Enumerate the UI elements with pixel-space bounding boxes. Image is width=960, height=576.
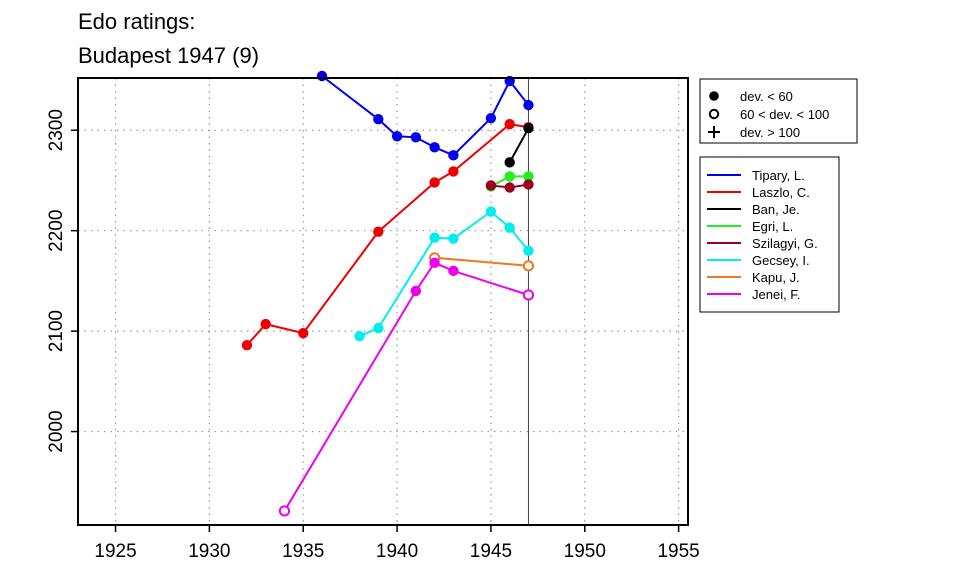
point-tipary-l-1943	[448, 150, 459, 161]
legend-label-laszlo-c: Laszlo, C.	[752, 185, 810, 200]
point-tipary-l-1936	[316, 70, 328, 82]
series-szilagyi-g	[485, 179, 534, 193]
legend-label-egri-l: Egri, L.	[752, 219, 793, 234]
plot-frame	[77, 77, 689, 526]
deviation-legend-box	[699, 78, 858, 144]
point-ban-je-1946	[504, 157, 515, 168]
series-ban-je	[504, 123, 534, 168]
point-laszlo-c-1946	[504, 119, 515, 130]
y-tick-label-2300: 2300	[46, 109, 67, 151]
y-tick-label-2000: 2000	[46, 410, 67, 452]
point-gecsey-i-1947	[523, 245, 534, 256]
point-szilagyi-g-1945	[485, 180, 497, 191]
x-tick-label-1945: 1945	[470, 541, 512, 562]
point-gecsey-i-1942	[429, 232, 440, 243]
point-gecsey-i-1939	[373, 322, 384, 334]
point-open-jenei-f-1947	[522, 289, 535, 301]
point-jenei-f-1942	[429, 257, 440, 269]
series-legend: Tipary, L. Laszlo, C. Ban, Je. Egri, L. Szil…	[699, 156, 840, 313]
point-gecsey-i-1945	[485, 206, 497, 217]
x-tick-label-1955: 1955	[657, 541, 699, 562]
point-laszlo-c-1932	[241, 339, 253, 351]
deviation-legend-label: dev. > 100	[740, 125, 800, 140]
legend-label-kapu-j: Kapu, J.	[752, 270, 800, 285]
point-egri-l-1946	[504, 171, 515, 182]
point-open-jenei-f-1934	[278, 505, 291, 517]
series-line-kapu-j	[434, 256, 529, 267]
x-tick-label-1950: 1950	[564, 541, 606, 562]
deviation-legend-label: dev. < 60	[740, 89, 793, 104]
legend-label-gecsey-i: Gecsey, I.	[752, 253, 810, 268]
x-tick-label-1930: 1930	[188, 541, 230, 562]
x-tick-label-1935: 1935	[282, 541, 324, 562]
x-tick-label-1940: 1940	[376, 541, 418, 562]
point-tipary-l-1939	[373, 113, 384, 125]
y-tick-label-2200: 2200	[46, 210, 67, 252]
point-gecsey-i-1943	[448, 233, 459, 244]
point-gecsey-i-1946	[504, 222, 515, 233]
point-jenei-f-1943	[448, 265, 459, 277]
point-laszlo-c-1939	[373, 226, 384, 237]
chart-title: Edo ratings:	[78, 9, 195, 34]
y-tick-label-2100: 2100	[46, 310, 67, 352]
legend-label-ban-je: Ban, Je.	[752, 202, 800, 217]
point-tipary-l-1945	[485, 112, 497, 124]
legend-open-dot-icon	[708, 108, 720, 120]
chart-subtitle: Budapest 1947 (9)	[78, 43, 259, 68]
deviation-legend: dev. < 60 60 < dev. < 100 dev. > 100	[699, 78, 858, 144]
legend-label-jenei-f: Jenei, F.	[752, 287, 800, 302]
point-ban-je-1947	[523, 123, 534, 134]
point-tipary-l-1947	[523, 99, 534, 111]
point-tipary-l-1940	[391, 131, 403, 142]
series-line-jenei-f	[283, 261, 529, 512]
series-layer	[241, 70, 535, 517]
series-line-laszlo-c	[246, 123, 529, 346]
x-axis: 1925 1930 1935 1940 1945 1950 1955	[94, 525, 700, 562]
point-gecsey-i-1938	[354, 330, 365, 342]
point-tipary-l-1942	[429, 142, 440, 153]
series-legend-box	[699, 156, 840, 313]
point-jenei-f-1941	[410, 285, 422, 297]
point-laszlo-c-1933	[260, 318, 271, 330]
legend-filled-dot-icon	[709, 91, 719, 101]
y-axis: 2000 2100 2200 2300	[46, 109, 78, 453]
point-laszlo-c-1935	[298, 327, 309, 339]
point-open-kapu-j-1947	[522, 260, 535, 272]
point-laszlo-c-1943	[448, 166, 459, 177]
point-szilagyi-g-1946	[504, 182, 515, 193]
series-laszlo-c	[241, 119, 534, 351]
series-tipary-l	[316, 70, 534, 161]
series-line-tipary-l	[321, 75, 530, 157]
series-line-ban-je	[508, 127, 530, 163]
point-egri-l-1947	[523, 171, 534, 182]
point-tipary-l-1941	[410, 132, 422, 143]
point-laszlo-c-1942	[429, 177, 440, 188]
legend-label-tipary-l: Tipary, L.	[752, 168, 805, 183]
x-tick-label-1925: 1925	[94, 541, 136, 562]
point-szilagyi-g-1947	[523, 179, 534, 190]
legend-label-szilagyi-g: Szilagyi, G.	[752, 236, 818, 251]
grid-lines	[78, 78, 688, 525]
series-jenei-f	[278, 257, 535, 517]
series-gecsey-i	[354, 206, 534, 342]
deviation-legend-label: 60 < dev. < 100	[740, 107, 829, 122]
legend-plus-icon	[708, 126, 720, 138]
